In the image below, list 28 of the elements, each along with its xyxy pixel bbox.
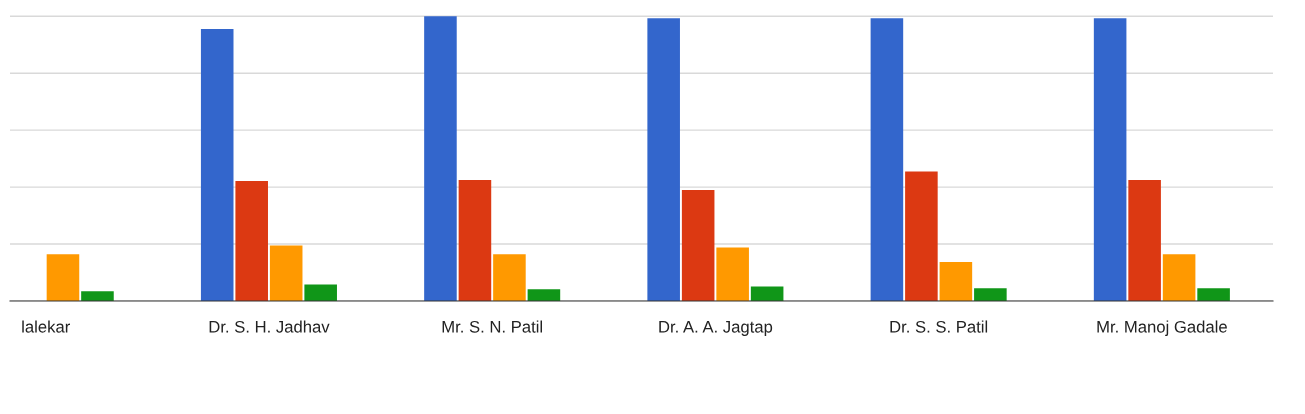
bar <box>750 286 784 301</box>
bar <box>424 16 457 301</box>
x-tick-label: Dr. S. S. Patil <box>890 320 988 333</box>
x-tick-label: Dr. S. H. Jadhav <box>209 320 330 333</box>
bar <box>905 171 938 301</box>
bar <box>1128 179 1161 301</box>
bar <box>1093 18 1127 301</box>
bar <box>304 284 337 301</box>
x-tick-label: Mr. S. N. Patil <box>442 320 542 333</box>
x-tick-label: lalekar <box>22 320 70 333</box>
bar <box>235 181 268 301</box>
bar <box>269 245 303 301</box>
bar <box>681 189 715 301</box>
bar <box>647 18 680 301</box>
bar <box>716 247 749 301</box>
x-tick-label: Dr. A. A. Jagtap <box>659 321 773 336</box>
bar <box>81 291 114 301</box>
bar <box>493 254 526 301</box>
bar <box>458 179 492 301</box>
bar <box>527 289 561 301</box>
x-tick-label: Mr. Manoj Gadale <box>1097 320 1227 336</box>
bar <box>1197 288 1230 301</box>
bar <box>1162 254 1196 301</box>
bar <box>974 288 1007 301</box>
bar <box>46 254 80 301</box>
bar <box>200 29 234 301</box>
bar <box>870 18 904 301</box>
bar <box>939 261 973 301</box>
